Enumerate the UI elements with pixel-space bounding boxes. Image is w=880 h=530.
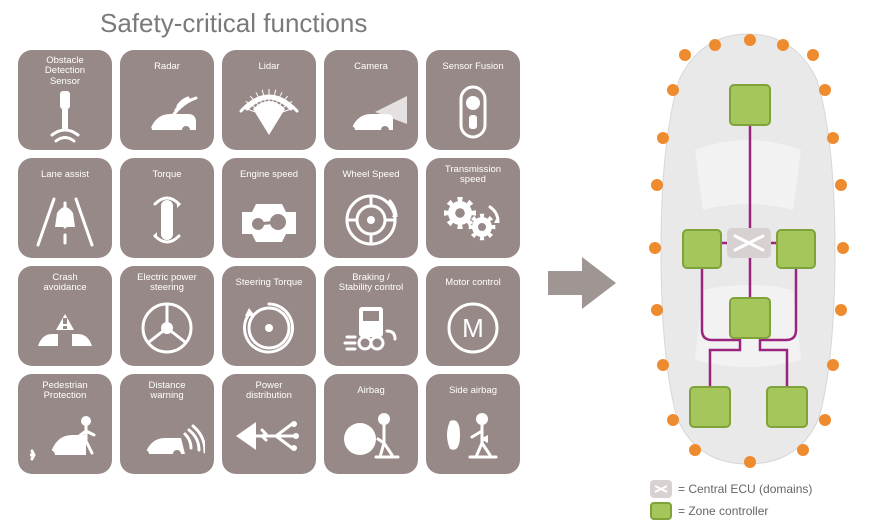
legend: = Central ECU (domains) = Zone controlle… — [650, 480, 812, 524]
arrow-icon — [548, 255, 618, 316]
distance-warning-icon — [124, 402, 210, 470]
tile-label: Obstacle Detection Sensor — [45, 56, 85, 87]
zone-controller-icon — [683, 230, 721, 268]
radar-icon — [124, 78, 210, 146]
tile-label: Motor control — [445, 272, 500, 294]
tile-airbag: Airbag — [324, 374, 418, 474]
tile-power-distribution: Power distribution — [222, 374, 316, 474]
page-title: Safety-critical functions — [100, 8, 367, 39]
legend-zone-label: = Zone controller — [678, 504, 768, 518]
tile-label: Pedestrian Protection — [42, 380, 87, 402]
tile-label: Lidar — [258, 56, 279, 78]
tile-label: Torque — [152, 164, 181, 186]
side-airbag-icon — [430, 402, 516, 470]
tile-camera: Camera — [324, 50, 418, 150]
legend-ecu: = Central ECU (domains) — [650, 480, 812, 498]
central-ecu-icon — [727, 228, 771, 258]
tile-label: Side airbag — [449, 380, 497, 402]
legend-ecu-label: = Central ECU (domains) — [678, 482, 812, 496]
tile-lidar: Lidar — [222, 50, 316, 150]
crash-avoidance-icon — [22, 294, 108, 362]
ecu-swatch-icon — [650, 480, 672, 498]
camera-icon — [328, 78, 414, 146]
zone-controller-icon — [730, 298, 770, 338]
tile-label: Sensor Fusion — [442, 56, 503, 78]
steering-torque-icon — [226, 294, 312, 362]
tile-eps: Electric power steering — [120, 266, 214, 366]
tile-steering-torque: Steering Torque — [222, 266, 316, 366]
tile-pedestrian: Pedestrian Protection — [18, 374, 112, 474]
lidar-icon — [226, 78, 312, 146]
transmission-icon — [430, 186, 516, 254]
tile-label: Camera — [354, 56, 388, 78]
tile-label: Steering Torque — [236, 272, 303, 294]
zone-swatch-icon — [650, 502, 672, 520]
torque-icon — [124, 186, 210, 254]
tile-side-airbag: Side airbag — [426, 374, 520, 474]
car-diagram — [635, 30, 860, 470]
lane-assist-icon — [22, 186, 108, 254]
zone-controller-icon — [690, 387, 730, 427]
function-grid: Obstacle Detection Sensor Radar Lidar Camer… — [18, 50, 520, 474]
tile-label: Power distribution — [246, 380, 292, 402]
wheel-speed-icon — [328, 186, 414, 254]
zone-controller-icon — [767, 387, 807, 427]
zone-controller-icon — [777, 230, 815, 268]
tile-label: Transmission speed — [445, 164, 501, 186]
tile-label: Airbag — [357, 380, 384, 402]
airbag-icon — [328, 402, 414, 470]
tile-sensor-fusion: Sensor Fusion — [426, 50, 520, 150]
tile-engine-speed: Engine speed — [222, 158, 316, 258]
legend-zone: = Zone controller — [650, 502, 812, 520]
power-distribution-icon — [226, 402, 312, 470]
zone-controller-icon — [730, 85, 770, 125]
engine-speed-icon — [226, 186, 312, 254]
tile-torque: Torque — [120, 158, 214, 258]
pedestrian-icon — [22, 402, 108, 470]
obstacle-sensor-icon — [22, 87, 108, 146]
sensor-fusion-icon — [430, 78, 516, 146]
motor-control-icon: M — [430, 294, 516, 362]
tile-label: Wheel Speed — [342, 164, 399, 186]
tile-obstacle-sensor: Obstacle Detection Sensor — [18, 50, 112, 150]
tile-label: Braking / Stability control — [339, 272, 403, 294]
tile-lane-assist: Lane assist — [18, 158, 112, 258]
tile-label: Lane assist — [41, 164, 89, 186]
tile-braking: Braking / Stability control — [324, 266, 418, 366]
tile-transmission: Transmission speed — [426, 158, 520, 258]
tile-radar: Radar — [120, 50, 214, 150]
braking-icon — [328, 294, 414, 362]
tile-label: Crash avoidance — [43, 272, 86, 294]
tile-motor-control: Motor control M — [426, 266, 520, 366]
tile-wheel-speed: Wheel Speed — [324, 158, 418, 258]
tile-label: Engine speed — [240, 164, 298, 186]
eps-icon — [124, 294, 210, 362]
tile-crash-avoidance: Crash avoidance — [18, 266, 112, 366]
tile-label: Radar — [154, 56, 180, 78]
tile-distance-warning: Distance warning — [120, 374, 214, 474]
tile-label: Electric power steering — [137, 272, 197, 294]
svg-text:M: M — [462, 313, 484, 343]
tile-label: Distance warning — [149, 380, 186, 402]
